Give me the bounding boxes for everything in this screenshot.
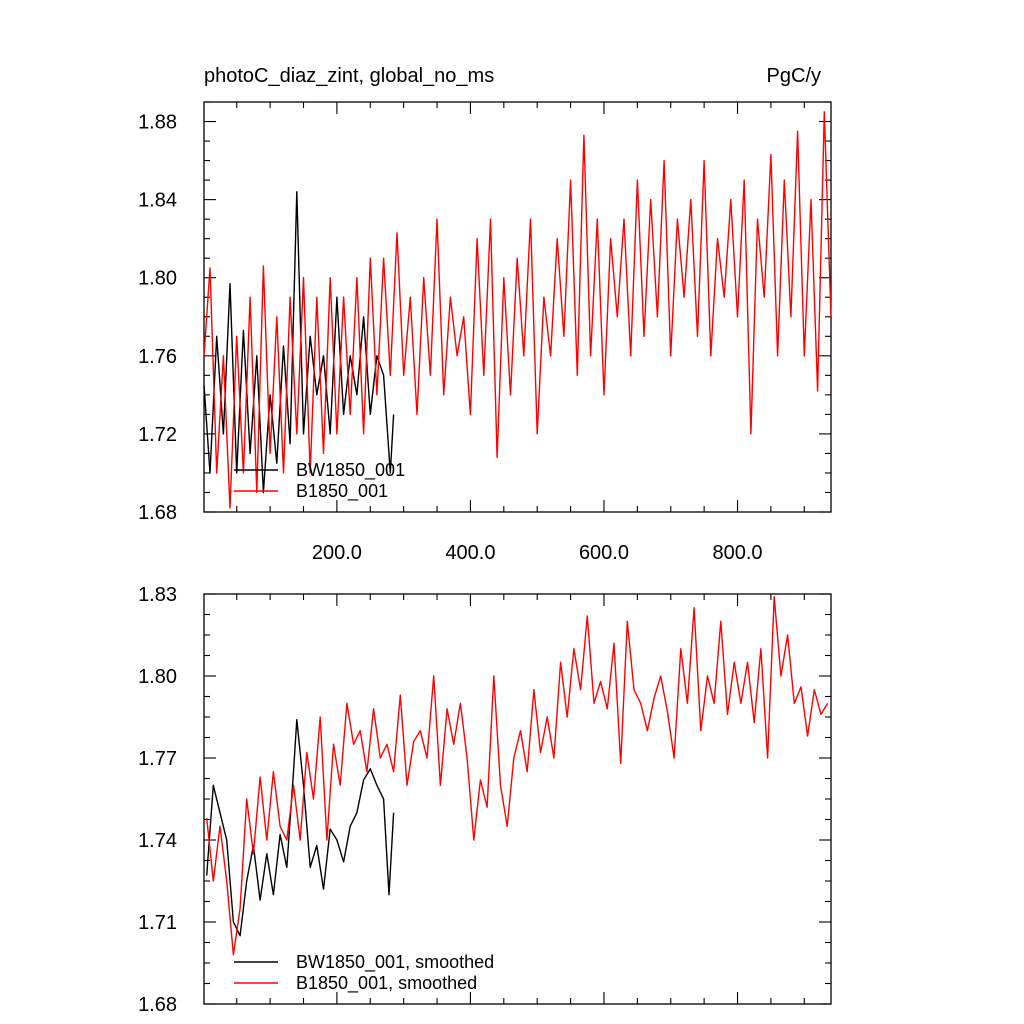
chart-title: photoC_diaz_zint, global_no_ms [204, 65, 494, 87]
y-tick-label: 1.80 [138, 268, 177, 290]
y-tick-label: 1.76 [138, 346, 177, 368]
y-tick-label: 1.68 [138, 502, 177, 524]
legend-label: BW1850_001 [296, 460, 405, 481]
plot-frame [203, 593, 832, 1005]
series-line-bw1850 [203, 191, 395, 494]
y-tick-label: 1.68 [138, 994, 177, 1016]
x-tick-label: 200.0 [312, 542, 362, 564]
y-tick-label: 1.88 [138, 112, 177, 134]
legend-label: B1850_001 [296, 481, 388, 502]
x-tick-label: 800.0 [712, 542, 762, 564]
series-line-b1850 [203, 111, 832, 509]
legend-label: B1850_001, smoothed [296, 973, 477, 994]
x-tick-label: 600.0 [579, 542, 629, 564]
y-tick-label: 1.71 [138, 912, 177, 934]
bottom-panel: 1.68 1.71 1.74 1.77 1.80 1.83 BW1850_001, smoo… [138, 584, 832, 1016]
y-tick-label: 1.83 [138, 584, 177, 606]
top-panel: 1.68 1.72 1.76 1.80 1.84 1.88 200.0 400.0 600.0 8… [138, 65, 832, 564]
chart-units: PgC/y [767, 65, 821, 87]
series-line-b1850 [206, 596, 829, 956]
y-tick-label: 1.80 [138, 666, 177, 688]
y-tick-label: 1.77 [138, 748, 177, 770]
legend-label: BW1850_001, smoothed [296, 952, 494, 973]
series-line-bw1850 [206, 719, 395, 937]
y-tick-label: 1.72 [138, 424, 177, 446]
y-tick-label: 1.74 [138, 830, 177, 852]
x-tick-label: 400.0 [445, 542, 495, 564]
y-tick-label: 1.84 [138, 190, 177, 212]
